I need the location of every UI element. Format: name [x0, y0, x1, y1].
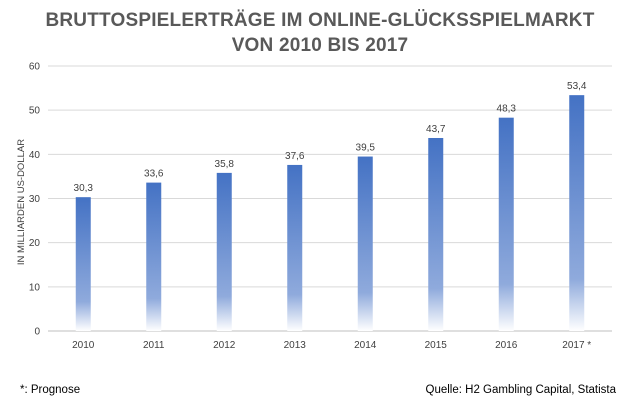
bar [287, 164, 303, 331]
data-label: 48,3 [497, 104, 517, 115]
source-note: Quelle: H2 Gambling Capital, Statista [425, 384, 616, 396]
data-label: 35,8 [215, 159, 235, 170]
bar [75, 197, 91, 331]
bar [428, 137, 444, 331]
data-label: 53,4 [567, 81, 587, 92]
bar [569, 95, 585, 332]
y-tick-label: 40 [29, 150, 41, 161]
bar [498, 117, 514, 331]
gridlines [48, 65, 612, 332]
data-label: 43,7 [426, 124, 446, 135]
bar [357, 156, 373, 331]
data-label: 39,5 [356, 143, 376, 154]
x-tick-label: 2013 [284, 340, 307, 351]
x-tick-label: 2010 [72, 340, 95, 351]
chart-title-line-1: BRUTTOSPIELERTRÄGE IM ONLINE-GLÜCKSSPIEL… [45, 10, 595, 31]
bar [146, 182, 162, 331]
chart-title-line-2: VON 2010 BIS 2017 [231, 35, 409, 56]
y-tick-label: 60 [29, 62, 41, 73]
data-label: 33,6 [144, 169, 164, 180]
data-labels: 30,3 33,6 35,8 37,6 39,5 43,7 48,3 53,4 [74, 81, 587, 194]
x-axis-ticks: 2010 2011 2012 2013 2014 2015 2016 2017 * [72, 340, 591, 351]
y-axis-label: IN MILLIARDEN US-DOLLAR [16, 139, 27, 265]
bar [216, 172, 232, 331]
data-label: 37,6 [285, 151, 305, 162]
y-tick-label: 30 [29, 194, 41, 205]
x-tick-label: 2012 [213, 340, 236, 351]
y-tick-label: 10 [29, 282, 41, 293]
x-tick-label: 2011 [143, 340, 165, 351]
bars [75, 95, 585, 332]
x-tick-label: 2016 [495, 340, 518, 351]
y-tick-label: 50 [29, 106, 41, 117]
footnote-prognose: *: Prognose [20, 384, 81, 396]
x-tick-label: 2017 * [562, 340, 591, 351]
y-tick-label: 20 [29, 238, 41, 249]
data-label: 30,3 [74, 183, 94, 194]
y-tick-label: 0 [34, 327, 40, 338]
x-tick-label: 2014 [354, 340, 377, 351]
x-tick-label: 2015 [425, 340, 448, 351]
y-axis-ticks: 0 10 20 30 40 50 60 [29, 62, 41, 338]
